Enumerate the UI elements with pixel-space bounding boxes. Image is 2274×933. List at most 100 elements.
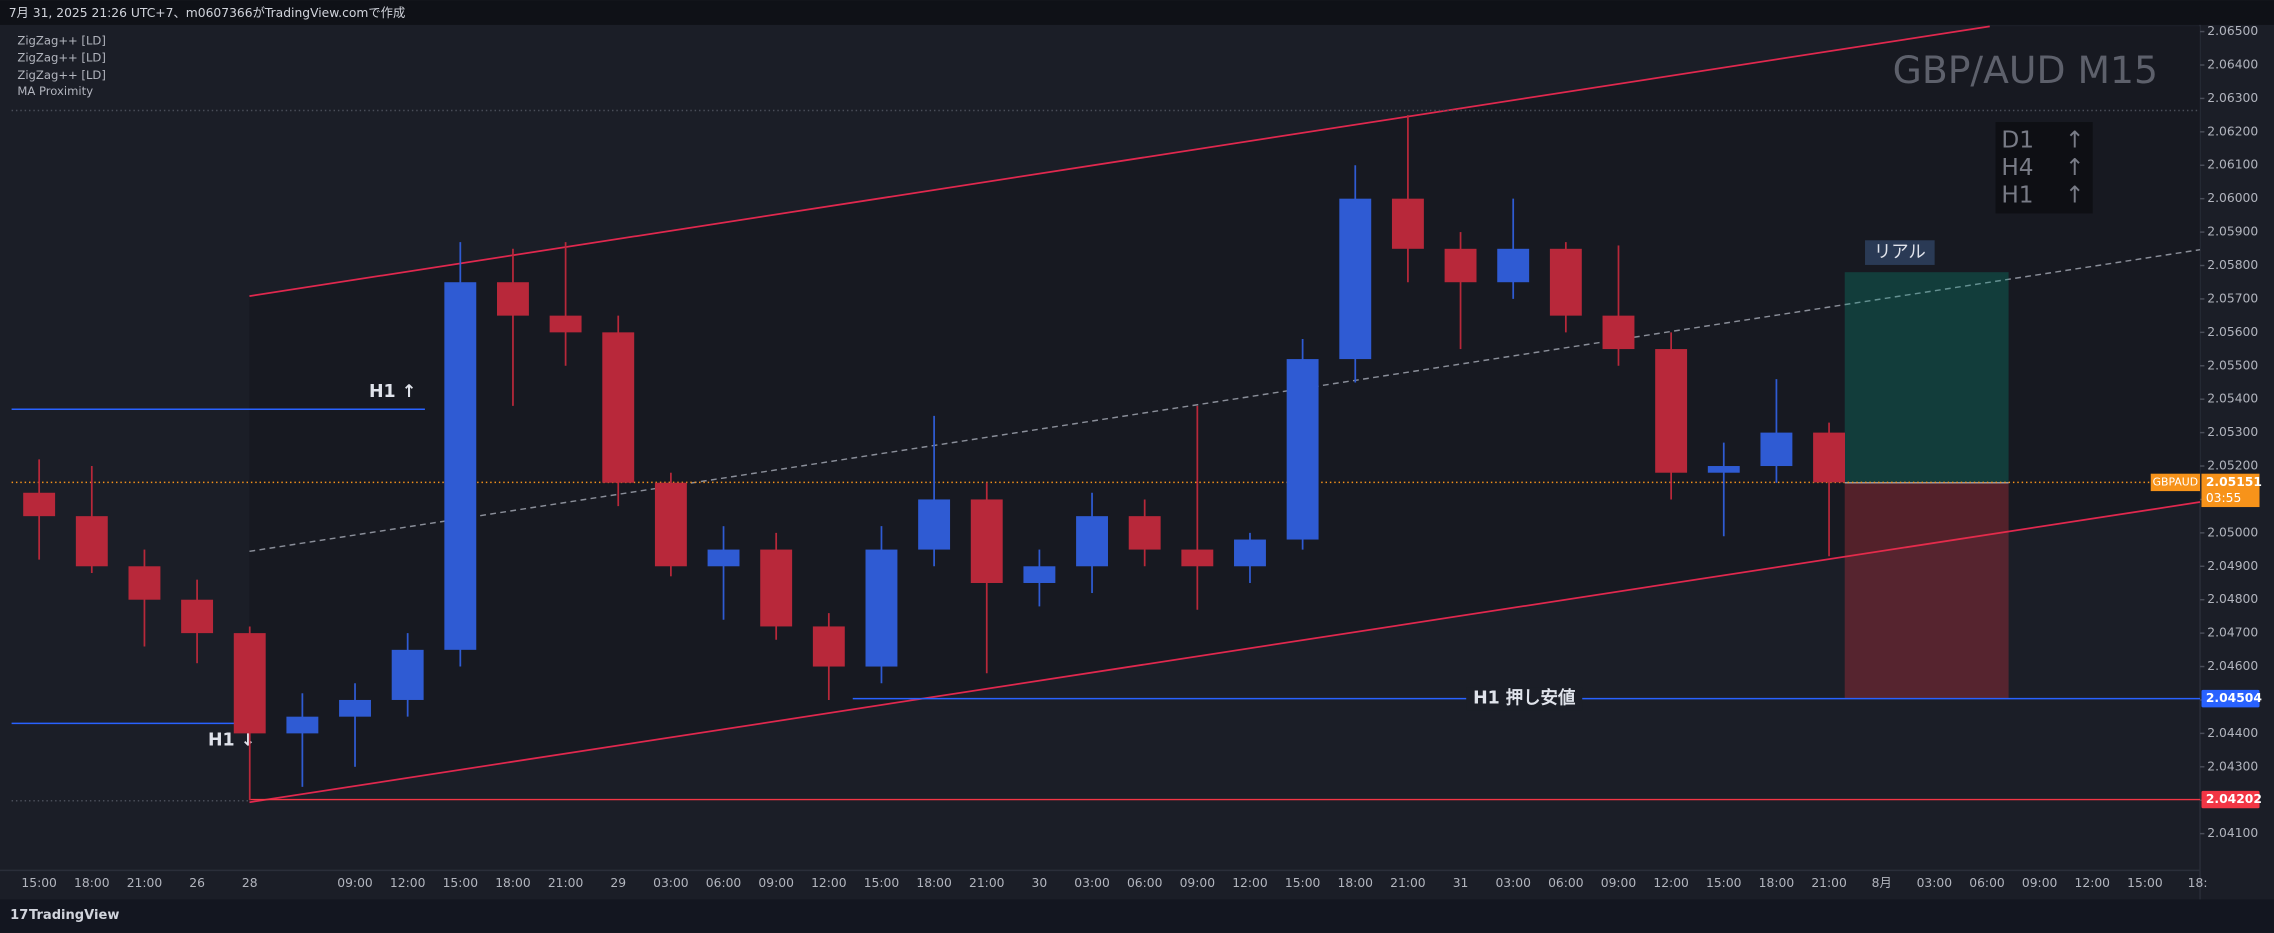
logo-icon: 17 [10,908,28,923]
x-tick-label: 8月 [1872,876,1892,890]
level-label-bg [1466,687,1583,711]
level-label: H1 ↓ [208,731,255,751]
x-tick-label: 09:00 [758,876,794,890]
x-tick-label: 03:00 [1917,876,1953,890]
x-tick-label: 09:00 [1180,876,1216,890]
x-tick-label: 26 [189,876,205,890]
candle-body [1339,198,1372,360]
price-tag-label: 2.05151 [2206,475,2262,489]
x-tick-label: 29 [610,876,626,890]
x-tick-label: 18: [2188,876,2208,890]
x-tick-label: 21:00 [1390,876,1426,890]
candle-body [654,482,687,567]
x-tick-label: 21:00 [969,876,1005,890]
x-tick-label: 06:00 [706,876,742,890]
x-tick-label: 12:00 [390,876,426,890]
candle-body [1234,539,1266,567]
candle-body [1760,432,1793,467]
y-tick-label: 2.06300 [2207,91,2258,105]
position-stop [1844,482,2009,699]
x-tick-label: 18:00 [1759,876,1795,890]
x-tick-label: 03:00 [653,876,689,890]
trend-timeframe: H4 [2001,154,2033,181]
candle-body [1286,359,1319,540]
candle-body [497,282,529,316]
x-tick-label: 09:00 [2022,876,2058,890]
watermark: GBP/AUD M15 [1893,48,2158,92]
x-tick-label: 12:00 [811,876,847,890]
level-label: H1 押し安値 [1473,688,1576,709]
indicator-label: MA Proximity [17,84,93,98]
y-tick-label: 2.06100 [2207,158,2258,172]
y-tick-label: 2.05900 [2207,225,2258,239]
candle-body [1181,549,1214,567]
candle-body [1707,466,1740,473]
candle-body [1023,566,1056,583]
footer-logo: TradingView [29,908,119,923]
symbol-tag [2150,473,2201,492]
y-tick-label: 2.05400 [2207,392,2258,406]
x-tick-label: 06:00 [1969,876,2005,890]
x-tick-label: 18:00 [74,876,110,890]
y-tick-label: 2.06200 [2207,124,2258,138]
x-tick-label: 18:00 [916,876,952,890]
x-tick-label: 15:00 [21,876,57,890]
candle-body [339,699,371,717]
y-tick-label: 2.05200 [2207,459,2258,473]
price-tag [2201,790,2260,809]
candle-body [444,282,477,650]
x-tick-label: 06:00 [1548,876,1584,890]
candle-body [1549,248,1582,316]
header-bar [0,0,2274,25]
x-tick-label: 12:00 [2075,876,2111,890]
x-tick-label: 06:00 [1127,876,1163,890]
indicator-label: ZigZag++ [LD] [17,51,105,65]
trend-arrow: ↑ [2065,126,2084,153]
trend-timeframe: D1 [2001,126,2034,153]
price-tag [2201,689,2260,708]
price-tag-label: 2.04202 [2206,792,2262,806]
y-tick-label: 2.04300 [2207,759,2258,773]
candle-body [23,492,56,517]
y-tick-label: 2.05600 [2207,325,2258,339]
x-tick-label: 15:00 [1285,876,1321,890]
x-tick-label: 03:00 [1074,876,1110,890]
y-tick-label: 2.05500 [2207,358,2258,372]
indicator-label: ZigZag++ [LD] [17,68,105,82]
x-tick-label: 18:00 [495,876,531,890]
y-tick-label: 2.04600 [2207,659,2258,673]
x-tick-label: 15:00 [864,876,900,890]
candle-body [1444,248,1477,283]
x-tick-label: 28 [242,876,258,890]
x-tick-label: 09:00 [1601,876,1637,890]
y-tick-label: 2.06000 [2207,191,2258,205]
candle-body [128,566,161,600]
candle-body [233,633,266,734]
x-tick-label: 15:00 [2127,876,2163,890]
position-label: リアル [1874,243,1926,263]
position-label-bg [1865,240,1935,265]
candle-body [1813,432,1846,483]
trend-arrow: ↑ [2065,182,2084,209]
trend-timeframe: H1 [2001,182,2033,209]
x-tick-label: 31 [1453,876,1469,890]
x-tick-label: 12:00 [1232,876,1268,890]
channel-upper [249,25,1990,297]
candle-body [391,649,424,700]
x-tick-label: 15:00 [443,876,479,890]
y-tick-label: 2.05000 [2207,525,2258,539]
channel-shade [249,26,2201,803]
x-tick-label: 03:00 [1495,876,1531,890]
y-tick-label: 2.05800 [2207,258,2258,272]
candle-body [812,626,845,667]
x-tick-label: 15:00 [1706,876,1742,890]
candle-body [707,549,740,567]
candle-body [286,716,319,734]
y-tick-label: 2.04700 [2207,626,2258,640]
candle-body [181,599,214,634]
candle-body [1497,248,1530,283]
candle-body [918,499,951,550]
candle-body [1128,516,1161,550]
